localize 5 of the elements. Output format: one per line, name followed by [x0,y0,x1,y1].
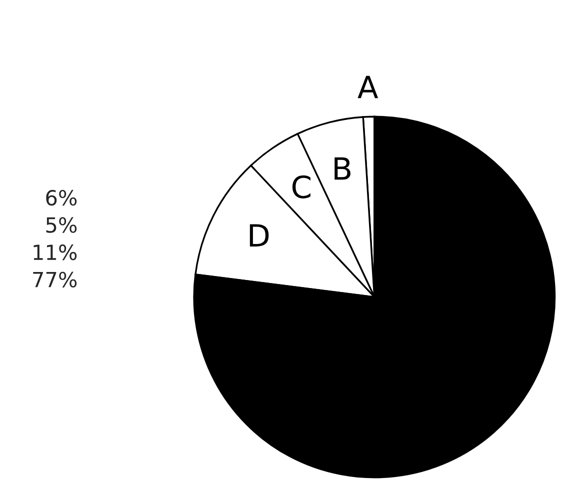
slice-label: A [358,76,378,98]
slice-label: C [292,175,310,198]
text: 6% 5% 11% 77% [33,190,77,288]
slice-label: D [250,224,269,246]
slice-label: B [334,157,350,180]
